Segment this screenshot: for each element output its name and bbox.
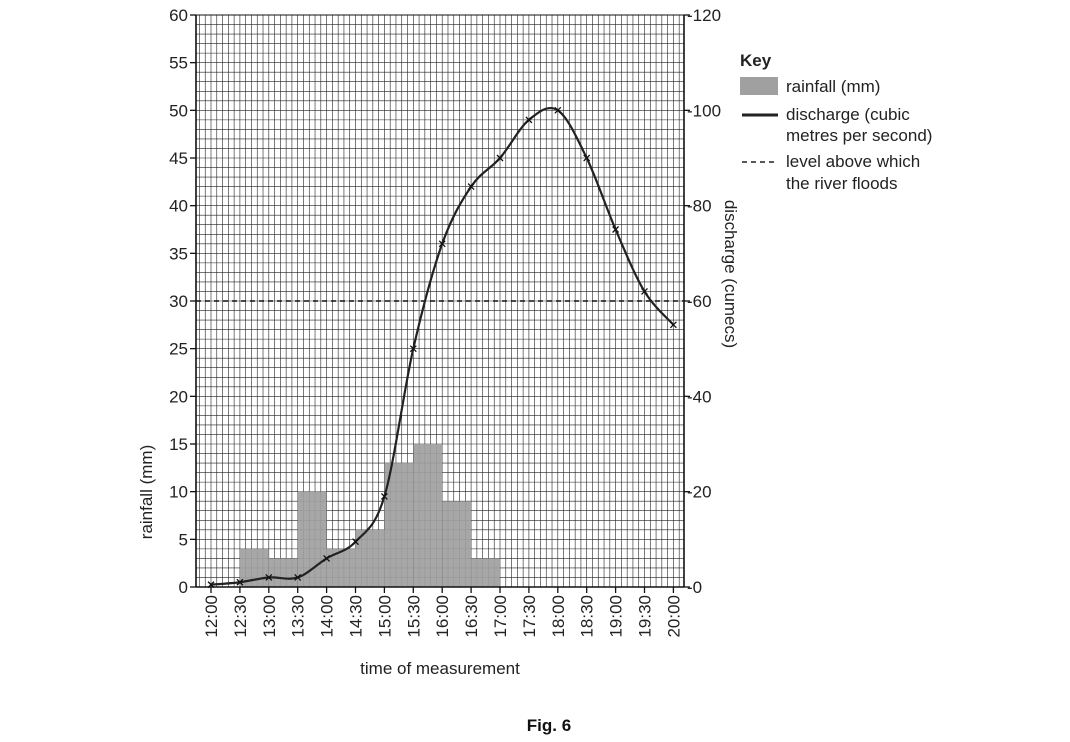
legend-rainfall-label: rainfall (mm) (786, 77, 880, 96)
x-tick-label: 16:30 (462, 595, 481, 638)
x-axis-title: time of measurement (360, 659, 520, 678)
left-axis-title: rainfall (mm) (137, 445, 156, 539)
discharge-line (210, 106, 675, 586)
x-tick-label: 19:00 (607, 595, 626, 638)
x-tick-label: 13:30 (289, 595, 308, 638)
x-tick-label: 18:30 (578, 595, 597, 638)
rainfall-bar-1430 (355, 529, 385, 587)
discharge-point-1830 (583, 154, 591, 162)
tick-labels: 0 5 10 15 20 25 30 35 40 45 50 55 60 -0 -20 -40 -60 -80 -1… (169, 6, 721, 638)
right-tick-label: -40 (687, 387, 712, 406)
left-tick-label: 45 (169, 149, 188, 168)
x-tick-label: 17:00 (491, 595, 510, 638)
left-tick-label: 25 (169, 340, 188, 359)
right-tick-label: -0 (687, 578, 702, 597)
left-tick-label: 35 (169, 244, 188, 263)
x-tick-label: 13:00 (260, 595, 279, 638)
right-tick-label: -80 (687, 197, 712, 216)
discharge-point-1300 (265, 574, 273, 581)
left-tick-label: 50 (169, 101, 188, 120)
x-tick-label: 14:30 (347, 595, 366, 638)
legend: Key rainfall (mm) discharge (cubic metre… (740, 51, 932, 193)
legend-flood-label-2: the river floods (786, 174, 898, 193)
rainfall-bar-1300 (268, 558, 298, 587)
left-tick-label: 30 (169, 292, 188, 311)
rainfall-bar-1400 (326, 548, 356, 587)
x-tick-label: 19:30 (636, 595, 655, 638)
rainfall-bar-1530 (413, 444, 443, 587)
left-tick-label: 20 (169, 387, 188, 406)
left-tick-label: 0 (179, 578, 188, 597)
right-axis-title: discharge (cumecs) (721, 200, 740, 348)
left-tick-label: 55 (169, 54, 188, 73)
x-tick-label: 16:00 (433, 595, 452, 638)
legend-title: Key (740, 51, 772, 70)
figure-caption: Fig. 6 (527, 716, 571, 735)
x-tick-label: 15:30 (404, 595, 423, 638)
discharge-point-1700 (496, 154, 504, 162)
left-tick-label: 40 (169, 197, 188, 216)
right-tick-label: -60 (687, 292, 712, 311)
right-tick-label: -20 (687, 483, 712, 502)
discharge-point-1430 (352, 538, 359, 546)
discharge-point-1330 (294, 574, 302, 581)
x-tick-label: 12:30 (231, 595, 250, 638)
legend-flood-label-1: level above which (786, 152, 920, 171)
left-tick-label: 15 (169, 435, 188, 454)
x-tick-label: 17:30 (520, 595, 539, 638)
right-tick-label: -100 (687, 101, 721, 120)
discharge-series (207, 106, 677, 589)
discharge-point-1800 (554, 106, 562, 114)
discharge-point-1600 (438, 240, 446, 248)
rainfall-bar-1500 (384, 463, 414, 587)
discharge-point-1900 (612, 226, 620, 233)
discharge-point-1230 (236, 578, 244, 586)
x-tick-label: 20:00 (664, 595, 683, 638)
rainfall-bar-1600 (442, 501, 472, 587)
x-tick-label: 18:00 (549, 595, 568, 638)
discharge-point-1630 (467, 183, 475, 191)
discharge-point-1930 (641, 288, 648, 295)
right-tick-label: -120 (687, 6, 721, 25)
left-tick-label: 5 (179, 530, 188, 549)
x-tick-label: 14:00 (318, 595, 337, 638)
discharge-point-1200 (207, 581, 215, 589)
x-tick-label: 12:00 (202, 595, 221, 638)
rainfall-bars (239, 444, 500, 587)
x-tick-label: 15:00 (375, 595, 394, 638)
discharge-point-2000 (669, 321, 677, 329)
legend-discharge-label-2: metres per second) (786, 126, 932, 145)
rainfall-bar-1330 (297, 491, 327, 587)
left-tick-label: 10 (169, 483, 188, 502)
left-tick-label: 60 (169, 6, 188, 25)
discharge-point-1730 (525, 116, 533, 124)
legend-rainfall-swatch (740, 77, 778, 95)
discharge-point-1400 (323, 554, 331, 562)
rainfall-bar-1630 (471, 558, 500, 587)
discharge-point-1530 (409, 345, 417, 353)
discharge-point-1500 (380, 492, 388, 500)
legend-discharge-label-1: discharge (cubic (786, 105, 910, 124)
